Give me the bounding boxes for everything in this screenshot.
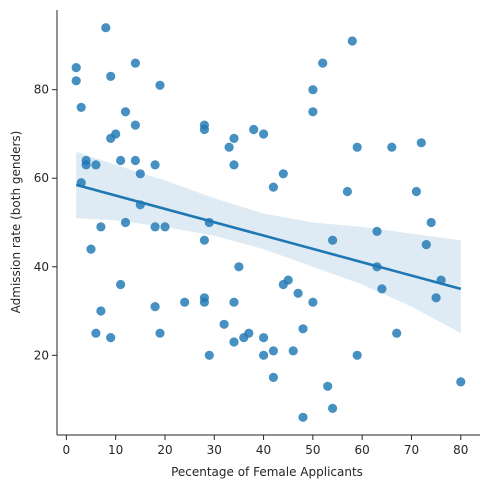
data-point-41 [229, 133, 239, 143]
data-point-12 [106, 71, 116, 81]
data-point-71 [352, 142, 362, 152]
data-point-45 [234, 262, 244, 272]
data-point-25 [150, 160, 160, 170]
data-point-11 [101, 23, 111, 33]
data-point-39 [219, 319, 229, 329]
data-point-63 [308, 107, 318, 117]
y-tick-label: 60 [34, 171, 49, 185]
x-axis-ticks: 0 10 20 30 40 50 60 70 80 [63, 435, 468, 457]
data-point-59 [293, 288, 303, 298]
y-tick-label: 80 [34, 83, 49, 97]
data-point-1 [71, 76, 81, 86]
data-point-9 [96, 222, 106, 232]
y-tick-label: 20 [34, 348, 49, 362]
data-point-6 [86, 244, 96, 254]
data-point-38 [204, 350, 214, 360]
x-tick-label: 50 [305, 443, 320, 457]
data-point-49 [259, 129, 269, 139]
data-point-47 [244, 328, 254, 338]
data-point-18 [120, 107, 131, 117]
data-point-16 [116, 155, 126, 166]
data-point-5 [81, 160, 91, 170]
data-point-77 [392, 328, 402, 338]
data-point-73 [372, 226, 382, 236]
data-point-28 [155, 80, 165, 90]
data-point-42 [229, 160, 239, 170]
data-point-19 [120, 217, 131, 228]
data-point-64 [308, 297, 318, 307]
data-point-2 [76, 102, 86, 112]
data-point-54 [268, 372, 278, 382]
x-tick-label: 10 [108, 443, 123, 457]
data-point-84 [456, 377, 466, 387]
data-point-27 [150, 302, 160, 312]
data-point-26 [150, 222, 160, 232]
data-point-29 [155, 328, 165, 338]
x-tick-label: 30 [207, 443, 222, 457]
data-point-7 [91, 160, 101, 170]
x-axis-label: Pecentage of Female Applicants [171, 465, 363, 479]
data-point-55 [278, 169, 288, 179]
data-point-82 [431, 293, 441, 303]
data-point-66 [323, 381, 333, 391]
data-point-0 [71, 63, 81, 73]
data-point-48 [249, 124, 259, 135]
x-tick-label: 60 [355, 443, 370, 457]
data-points [71, 23, 466, 422]
data-point-10 [96, 306, 106, 316]
data-point-44 [229, 337, 239, 347]
data-point-76 [387, 142, 397, 152]
y-tick-label: 40 [34, 260, 49, 274]
data-point-52 [268, 182, 278, 192]
data-point-58 [288, 346, 298, 356]
x-tick-label: 80 [453, 443, 468, 457]
data-point-69 [342, 186, 352, 197]
data-point-70 [347, 36, 357, 46]
data-point-68 [328, 403, 338, 413]
data-point-8 [91, 328, 101, 338]
data-point-67 [328, 235, 338, 245]
data-point-34 [199, 235, 209, 245]
data-point-78 [411, 186, 421, 197]
data-point-57 [283, 275, 293, 285]
data-point-60 [298, 324, 308, 334]
x-tick-label: 20 [157, 443, 172, 457]
data-point-72 [352, 350, 362, 360]
y-axis-ticks: 20 40 60 80 [34, 83, 57, 362]
data-point-15 [111, 129, 121, 139]
data-point-31 [180, 297, 190, 307]
plot-area [71, 23, 466, 422]
x-tick-label: 0 [63, 443, 71, 457]
data-point-79 [416, 138, 426, 148]
data-point-43 [229, 297, 239, 307]
data-point-17 [116, 279, 126, 290]
data-point-51 [259, 350, 269, 360]
data-point-33 [199, 124, 209, 135]
data-point-23 [135, 169, 145, 179]
data-point-61 [298, 412, 308, 422]
data-point-50 [259, 333, 269, 343]
y-axis-label: Admission rate (both genders) [9, 131, 23, 314]
x-tick-label: 40 [256, 443, 271, 457]
data-point-36 [199, 297, 209, 307]
x-tick-label: 70 [404, 443, 419, 457]
data-point-62 [308, 85, 318, 95]
data-point-65 [318, 58, 328, 68]
data-point-53 [268, 346, 278, 356]
data-point-22 [130, 155, 140, 166]
data-point-40 [224, 142, 234, 152]
data-point-20 [130, 58, 140, 68]
data-point-21 [130, 120, 140, 130]
confidence-band [76, 151, 461, 334]
data-point-30 [160, 222, 170, 232]
regression-line [75, 183, 462, 291]
data-point-75 [377, 284, 387, 294]
data-point-80 [421, 240, 431, 250]
data-point-81 [426, 217, 436, 228]
data-point-14 [106, 333, 116, 343]
